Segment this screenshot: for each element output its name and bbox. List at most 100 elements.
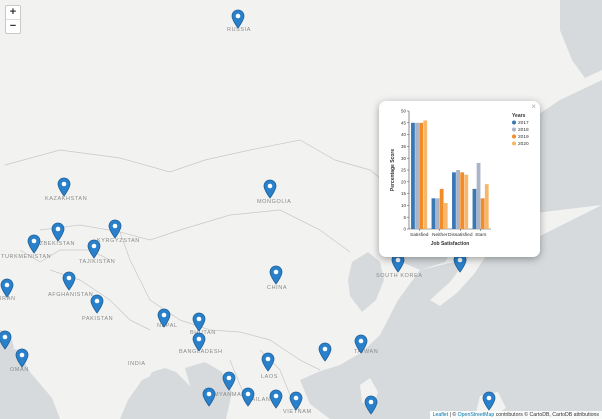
map-marker[interactable] <box>261 352 275 372</box>
bar-stars-2019 <box>480 198 485 229</box>
y-tick-label: 10 <box>401 203 407 208</box>
bar-stars-2018 <box>476 162 481 229</box>
label-turkmenistan: TURKMENISTAN <box>1 254 52 260</box>
legend-label-2018: 2018 <box>518 127 529 133</box>
bar-satisfied-2017 <box>411 122 415 229</box>
bar-satisfied-2019 <box>419 122 424 229</box>
attribution-text: contributors © CartoDB, CartoDB attribut… <box>494 412 599 418</box>
bar-satisfied-2018 <box>415 122 419 229</box>
y-tick-label: 40 <box>401 132 407 137</box>
label-nepal: NEPAL <box>157 323 178 329</box>
legend-label-2019: 2019 <box>518 134 529 140</box>
map-attribution: Leaflet | © OpenStreetMap contributors ©… <box>429 411 602 419</box>
label-laos: LAOS <box>261 374 279 380</box>
map-marker[interactable] <box>391 253 405 273</box>
bar-dissatisfied-2017 <box>452 172 456 229</box>
x-tick-label: Satisfied <box>410 232 429 238</box>
bar-neither-2018 <box>435 198 440 229</box>
legend-title: Years <box>512 113 526 119</box>
y-axis-title: Percentage Score <box>390 149 396 191</box>
chart-popup: × 0 5 10 15 20 25 30 35 40 45 50 Percentage Score Sa… <box>379 101 540 257</box>
label-kazakhstan: KAZAKHSTAN <box>45 196 88 202</box>
map-marker[interactable] <box>482 391 496 411</box>
map-marker[interactable] <box>241 387 255 407</box>
legend-swatch-2017 <box>512 120 516 125</box>
label-myanmar: MYANMAR <box>214 392 246 398</box>
x-tick-label: Stars <box>475 232 487 238</box>
map-marker[interactable] <box>289 391 303 411</box>
map-marker[interactable] <box>87 239 101 259</box>
label-bangladesh: BANGLADESH <box>179 349 223 355</box>
bar-dissatisfied-2020 <box>464 174 469 229</box>
map-marker[interactable] <box>157 308 171 328</box>
label-vietnam: VIETNAM <box>283 409 312 415</box>
y-tick-label: 15 <box>401 191 407 196</box>
label-south-korea: SOUTH KOREA <box>376 273 423 279</box>
legend-label-2020: 2020 <box>518 141 529 147</box>
map-marker[interactable] <box>108 219 122 239</box>
popup-close-button[interactable]: × <box>531 102 536 111</box>
y-tick-label: 45 <box>401 120 407 125</box>
y-tick-label: 25 <box>401 168 407 173</box>
map-marker[interactable] <box>222 371 236 391</box>
zoom-control: + − <box>5 5 21 34</box>
bar-dissatisfied-2018 <box>456 170 460 229</box>
label-pakistan: PAKISTAN <box>82 316 114 322</box>
osm-link[interactable]: OpenStreetMap <box>457 412 495 418</box>
label-thailand: THAILAND <box>243 397 275 403</box>
map-marker[interactable] <box>192 312 206 332</box>
map-marker[interactable] <box>364 395 378 415</box>
map-marker[interactable] <box>318 342 332 362</box>
y-tick-label: 35 <box>401 144 407 149</box>
map-marker[interactable] <box>192 332 206 352</box>
label-afghanistan: AFGHANISTAN <box>48 292 94 298</box>
label-china: CHINA <box>267 285 288 291</box>
bar-dissatisfied-2019 <box>460 172 465 229</box>
bar-neither-2017 <box>431 198 436 229</box>
map-marker[interactable] <box>0 330 12 350</box>
legend-label-2017: 2017 <box>518 120 529 126</box>
leaflet-link[interactable]: Leaflet <box>432 412 449 418</box>
label-bhutan: BHUTAN <box>190 330 216 336</box>
map-marker[interactable] <box>90 294 104 314</box>
label-uzbekistan: UZBEKISTAN <box>35 241 76 247</box>
bar-stars-2020 <box>484 184 489 229</box>
x-axis-title: Job Satisfaction <box>431 241 470 247</box>
map-marker[interactable] <box>15 348 29 368</box>
map-marker[interactable] <box>202 387 216 407</box>
attribution-separator: | © <box>448 412 458 418</box>
bar-neither-2020 <box>443 203 448 229</box>
y-tick-label: 0 <box>403 227 406 232</box>
map-marker[interactable] <box>263 179 277 199</box>
map-marker[interactable] <box>0 278 14 298</box>
legend-swatch-2020 <box>512 141 516 146</box>
map-marker[interactable] <box>269 389 283 409</box>
zoom-in-button[interactable]: + <box>9 6 17 18</box>
label-russia: RUSSIA <box>227 27 252 33</box>
label-tajikistan: TAJIKISTAN <box>79 259 116 265</box>
label-mongolia: MONGOLIA <box>257 199 292 205</box>
y-tick-label: 5 <box>403 215 406 220</box>
x-tick-label: Neither <box>432 232 448 238</box>
label-india: INDIA <box>128 361 146 367</box>
zoom-out-button[interactable]: − <box>6 19 20 33</box>
bar-stars-2017 <box>472 188 477 229</box>
y-tick-label: 50 <box>401 109 407 114</box>
satisfaction-chart: 0 5 10 15 20 25 30 35 40 45 50 Percentage Score Sati… <box>390 109 529 247</box>
label-oman: OMAN <box>10 367 29 373</box>
map-marker[interactable] <box>51 222 65 242</box>
legend-swatch-2018 <box>512 127 516 132</box>
x-tick-label: Dissatisfied <box>448 232 473 238</box>
map-marker[interactable] <box>354 334 368 354</box>
bar-neither-2019 <box>439 188 444 229</box>
map-marker[interactable] <box>269 265 283 285</box>
y-tick-label: 30 <box>401 156 407 161</box>
map-marker[interactable] <box>231 9 245 29</box>
map-marker[interactable] <box>57 177 71 197</box>
map-marker[interactable] <box>62 271 76 291</box>
map-marker[interactable] <box>27 234 41 254</box>
y-tick-label: 20 <box>401 179 407 184</box>
label-kyrgyzstan: KYRGYZSTAN <box>97 238 140 244</box>
bar-satisfied-2020 <box>423 120 428 229</box>
